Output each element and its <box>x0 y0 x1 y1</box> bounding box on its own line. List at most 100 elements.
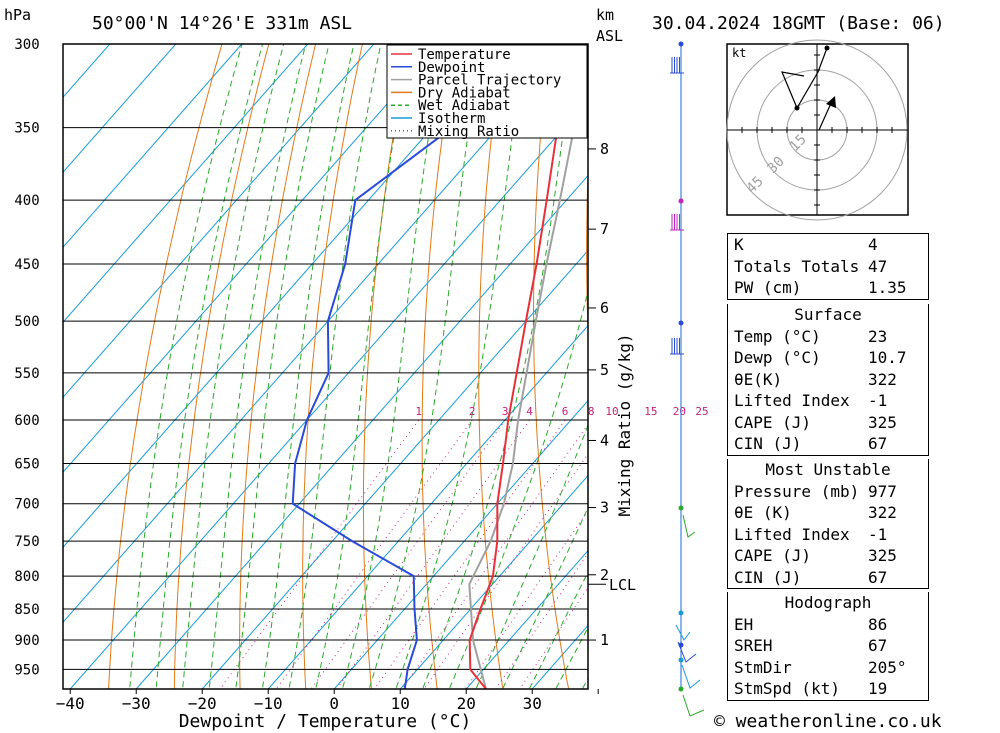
table-row: Dewp (°C) 10.7 <box>728 347 928 369</box>
mixing-ratio-line <box>495 552 588 689</box>
wind-level-dot <box>678 686 684 692</box>
wet-adiabat-line <box>475 423 588 689</box>
km-tick-label: 4 <box>600 431 609 449</box>
x-tick-label: −40 <box>56 694 85 713</box>
row-label: StmSpd (kt) <box>734 679 840 698</box>
wind-level-dot <box>678 41 684 47</box>
isotherm-line <box>333 399 588 689</box>
wet-adiabat-lines <box>129 44 588 689</box>
mixing-ratio-tick-label: 6 <box>562 405 569 418</box>
temperature-line <box>468 44 577 689</box>
isotherm-line <box>63 44 177 173</box>
row-value: 977 <box>868 481 897 501</box>
mixing-ratio-line <box>336 419 531 689</box>
row-value: -1 <box>868 391 888 410</box>
table-row: Lifted Index -1 <box>728 524 928 546</box>
table-row: Pressure (mb) 977 <box>728 481 928 503</box>
dewpoint-line <box>291 44 481 689</box>
pressure-unit-label: hPa <box>4 6 31 24</box>
row-label: SREH <box>734 636 773 655</box>
datetime-title: 30.04.2024 18GMT (Base: 06) <box>652 13 945 34</box>
x-tick-label: −10 <box>254 694 283 713</box>
km-tick-label: 2 <box>600 566 609 584</box>
pressure-tick-label: 400 <box>14 193 39 209</box>
x-tick-label: 0 <box>329 694 339 713</box>
row-value: 10.7 <box>868 348 907 367</box>
x-tick-label: 10 <box>391 694 410 713</box>
pressure-tick-label: 550 <box>14 366 39 382</box>
mixing-ratio-axis-label: Mixing Ratio (g/kg) <box>615 333 634 516</box>
surface-title: Surface <box>794 305 862 324</box>
parcel-trajectory-line <box>468 67 588 689</box>
row-label: CIN (J) <box>734 567 802 587</box>
profiles <box>291 44 588 689</box>
x-tick-label: 20 <box>457 694 476 713</box>
dry-adiabat-line <box>923 26 1000 698</box>
mixing-ratio-line <box>310 419 506 689</box>
index-value: 1.35 <box>868 278 907 297</box>
wind-barb <box>670 338 684 355</box>
legend-label: Dewpoint <box>418 60 485 76</box>
legend-label: Dry Adiabat <box>418 85 511 101</box>
isotherm-line <box>63 44 309 323</box>
row-label: Temp (°C) <box>734 326 821 346</box>
wet-adiabat-line <box>341 44 445 689</box>
row-label: θE (K) <box>734 503 792 522</box>
dry-adiabat-line <box>478 44 504 689</box>
row-value: 205° <box>868 657 907 677</box>
hodograph-title: Hodograph <box>784 593 872 612</box>
table-row: SREH 67 <box>728 635 928 657</box>
pressure-tick-label: 650 <box>14 456 39 472</box>
wind-barb <box>681 664 701 689</box>
table-row: CAPE (J) 325 <box>728 412 928 434</box>
km-tick-label: 7 <box>600 220 609 238</box>
mixing-ratio-tick-label: 1 <box>415 405 422 418</box>
index-row-totals: Totals Totals 47 <box>728 256 928 278</box>
isotherm-line <box>267 324 588 689</box>
row-value: 325 <box>868 412 897 432</box>
wet-adiabat-line <box>155 44 264 689</box>
table-row: StmDir 205° <box>728 657 928 679</box>
legend-label: Parcel Trajectory <box>418 73 561 89</box>
surface-table: Surface Temp (°C) 23 Dewp (°C) 10.7 θE(K) 322… <box>727 304 929 456</box>
wet-adiabat-line <box>368 44 482 689</box>
isotherm-line <box>399 474 588 689</box>
row-value: -1 <box>868 524 888 544</box>
hodograph-point <box>794 105 800 111</box>
row-label: EH <box>734 614 754 634</box>
mixing-ratio-line <box>373 419 566 689</box>
table-row: CIN (J) 67 <box>728 433 928 455</box>
wind-level-dot <box>678 610 684 616</box>
isotherm-line <box>465 549 588 689</box>
wind-level-dot <box>678 505 684 511</box>
mixing-ratio-tick-label: 3 <box>502 405 509 418</box>
wind-profile <box>670 41 705 717</box>
wind-level-dot <box>678 320 684 326</box>
table-row: StmSpd (kt) 19 <box>728 678 928 700</box>
hodograph-unit-label: kt <box>732 46 746 60</box>
row-label: Lifted Index <box>734 524 850 544</box>
table-row: θE(K) 322 <box>728 369 928 391</box>
km-tick-label: 1 <box>600 631 609 649</box>
isotherm-line <box>63 44 243 248</box>
mixing-ratio-tick-label: 4 <box>526 405 533 418</box>
table-row: EH 86 <box>728 614 928 636</box>
dry-adiabat-line <box>969 26 1000 698</box>
pressure-tick-label: 500 <box>14 314 39 330</box>
mixing-ratio-tick-label: 10 <box>605 405 618 418</box>
wind-barb <box>682 514 696 538</box>
x-tick-label: −30 <box>122 694 151 713</box>
wind-barb <box>677 641 697 663</box>
km-tick-label: 5 <box>600 361 609 379</box>
pressure-tick-label: 850 <box>14 602 39 618</box>
wind-barb <box>682 694 705 717</box>
wet-adiabat-line <box>182 44 285 689</box>
pressure-tick-label: 350 <box>14 121 39 137</box>
pressure-tick-label: 750 <box>14 534 39 550</box>
row-value: 322 <box>868 503 897 522</box>
wet-adiabat-line <box>261 44 355 689</box>
axis-labels: 1 2 3 4 6 8 10 15 20 2530035040045050055060065070… <box>14 37 708 713</box>
